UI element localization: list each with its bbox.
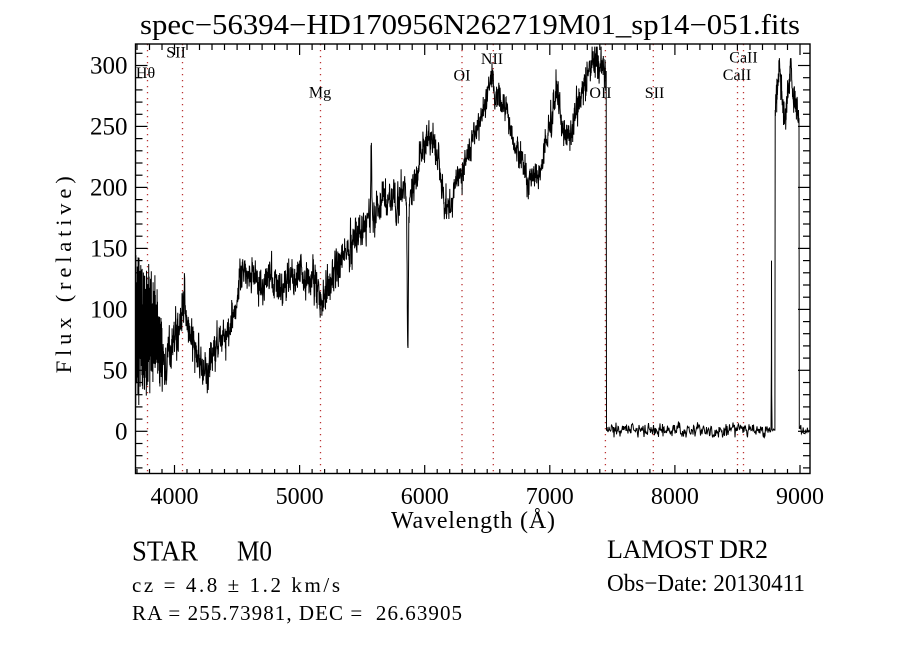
- svg-text:M0: M0: [237, 537, 272, 568]
- svg-text:SII: SII: [166, 45, 186, 62]
- svg-text:OII: OII: [589, 85, 611, 102]
- svg-text:8000: 8000: [651, 484, 699, 510]
- svg-text:7000: 7000: [526, 484, 574, 510]
- svg-text:STAR: STAR: [132, 537, 198, 568]
- svg-text:0: 0: [115, 419, 128, 446]
- svg-text:50: 50: [103, 358, 128, 385]
- svg-text:100: 100: [90, 297, 128, 324]
- svg-text:300: 300: [90, 53, 128, 80]
- svg-text:Wavelength (Å): Wavelength (Å): [391, 508, 555, 534]
- svg-text:Obs−Date: 20130411: Obs−Date: 20130411: [607, 571, 805, 597]
- svg-text:250: 250: [90, 114, 128, 141]
- svg-text:CaII: CaII: [729, 50, 757, 67]
- svg-text:RA = 255.73981, DEC = 26.6390: RA = 255.73981, DEC = 26.63905: [132, 601, 462, 625]
- svg-text:CaII: CaII: [723, 67, 751, 84]
- svg-text:Flux (relative): Flux (relative): [51, 176, 76, 373]
- svg-text:SII: SII: [645, 85, 665, 102]
- svg-text:6000: 6000: [401, 484, 449, 510]
- svg-text:Mg: Mg: [309, 85, 331, 102]
- svg-text:150: 150: [90, 236, 128, 263]
- svg-text:LAMOST DR2: LAMOST DR2: [607, 535, 768, 564]
- svg-text:spec−56394−HD170956N262719M01_: spec−56394−HD170956N262719M01_sp14−051.f…: [140, 10, 800, 41]
- svg-text:4000: 4000: [151, 484, 199, 510]
- svg-text:200: 200: [90, 175, 128, 202]
- svg-text:cz = 4.8 ± 1.2 km/s: cz = 4.8 ± 1.2 km/s: [132, 573, 340, 597]
- svg-text:9000: 9000: [776, 484, 824, 510]
- svg-text:OI: OI: [454, 68, 471, 85]
- svg-text:Hθ: Hθ: [136, 65, 155, 82]
- svg-text:NII: NII: [481, 51, 503, 68]
- svg-text:5000: 5000: [276, 484, 324, 510]
